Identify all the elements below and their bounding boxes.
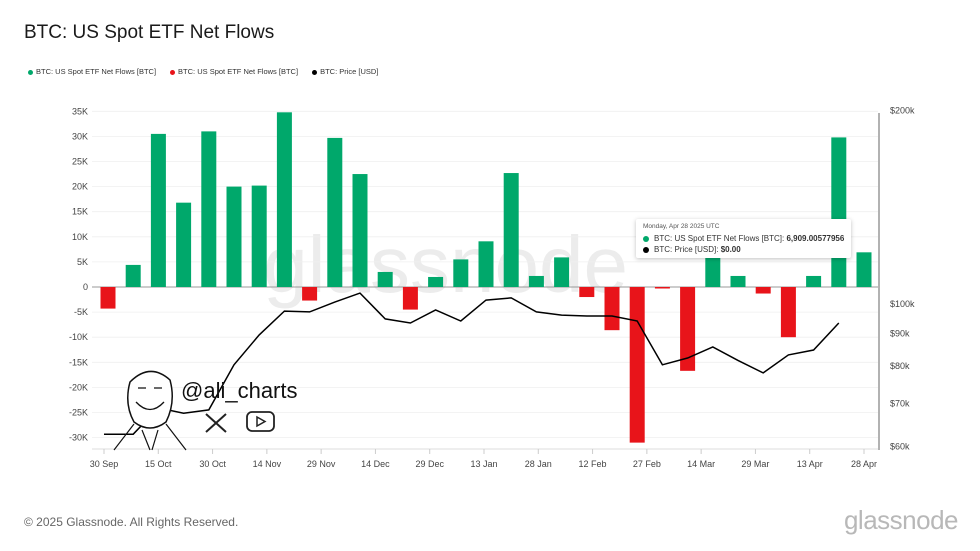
outflow-bar bbox=[302, 287, 318, 301]
legend-item-inflows[interactable]: BTC: US Spot ETF Net Flows [BTC] bbox=[28, 67, 156, 76]
legend-label: BTC: US Spot ETF Net Flows [BTC] bbox=[36, 67, 157, 76]
y-right-tick-label: $90k bbox=[890, 328, 910, 338]
y-right-tick-label: $70k bbox=[890, 398, 910, 408]
y-left-tick-label: 20K bbox=[72, 182, 88, 192]
x-tick-label: 12 Feb bbox=[579, 459, 607, 469]
inflow-bar bbox=[176, 202, 192, 287]
y-left-tick-label: -30K bbox=[69, 433, 88, 443]
x-tick-label: 13 Jan bbox=[470, 459, 497, 469]
inflow-bar bbox=[453, 259, 469, 287]
inflow-bar bbox=[352, 174, 368, 287]
y-right-tick-label: $60k bbox=[890, 441, 910, 451]
x-tick-label: 28 Jan bbox=[525, 459, 552, 469]
y-left-tick-label: -10K bbox=[69, 332, 88, 342]
tooltip: Monday, Apr 28 2025 UTC BTC: US Spot ETF… bbox=[636, 219, 852, 258]
inflow-bar bbox=[705, 256, 721, 287]
black-dot-icon bbox=[312, 69, 318, 75]
black-dot-icon bbox=[643, 246, 649, 253]
tooltip-flows-value: 6,909.00577956 bbox=[786, 234, 845, 243]
x-tick-label: 14 Mar bbox=[687, 459, 715, 469]
outflow-bar bbox=[402, 287, 418, 310]
x-tick-label: 28 Apr bbox=[851, 459, 877, 469]
x-tick-label: 30 Oct bbox=[199, 459, 226, 469]
x-tick-label: 14 Nov bbox=[253, 459, 282, 469]
y-right-tick-label: $200k bbox=[890, 106, 915, 116]
inflow-bar bbox=[327, 137, 343, 287]
tooltip-price-value: $0.00 bbox=[720, 245, 741, 254]
x-tick-label: 29 Dec bbox=[415, 459, 444, 469]
youtube-icon[interactable] bbox=[246, 411, 276, 433]
x-tick-label: 15 Oct bbox=[145, 459, 172, 469]
y-left-tick-label: 35K bbox=[72, 106, 88, 116]
x-tick-label: 14 Dec bbox=[361, 459, 390, 469]
red-dot-icon bbox=[170, 69, 176, 75]
tooltip-flows-row: BTC: US Spot ETF Net Flows [BTC]: 6,909.… bbox=[643, 233, 844, 244]
legend-label: BTC: Price [USD] bbox=[320, 67, 379, 76]
y-left-tick-label: -5K bbox=[74, 307, 88, 317]
inflow-bar bbox=[226, 186, 242, 287]
x-tick-label: 29 Mar bbox=[741, 459, 769, 469]
inflow-bar bbox=[428, 276, 444, 287]
x-icon[interactable] bbox=[204, 412, 228, 434]
inflow-bar bbox=[831, 137, 847, 287]
inflow-bar bbox=[377, 271, 393, 287]
inflow-bar bbox=[503, 173, 519, 287]
inflow-bar bbox=[276, 112, 292, 287]
author-avatar bbox=[113, 370, 187, 451]
inflow-bar bbox=[478, 241, 494, 287]
inflow-bar bbox=[251, 185, 267, 287]
legend-item-price[interactable]: BTC: Price [USD] bbox=[312, 67, 378, 76]
x-tick-label: 30 Sep bbox=[90, 459, 119, 469]
chart-title: BTC: US Spot ETF Net Flows bbox=[24, 22, 275, 43]
legend: BTC: US Spot ETF Net Flows [BTC] BTC: US… bbox=[28, 67, 378, 76]
tooltip-price-label: BTC: Price [USD]: bbox=[654, 245, 719, 254]
outflow-bar bbox=[629, 287, 645, 443]
inflow-bar bbox=[528, 275, 544, 287]
y-left-tick-label: -20K bbox=[69, 382, 88, 392]
outflow-bar bbox=[100, 287, 116, 309]
tooltip-date: Monday, Apr 28 2025 UTC bbox=[643, 223, 720, 230]
y-left-tick-label: 15K bbox=[72, 207, 88, 217]
watermark: glassnode bbox=[263, 220, 628, 309]
tooltip-flows-label: BTC: US Spot ETF Net Flows [BTC]: bbox=[654, 234, 785, 243]
legend-label: BTC: US Spot ETF Net Flows [BTC] bbox=[178, 67, 299, 76]
inflow-bar bbox=[554, 257, 570, 287]
y-right-tick-label: $80k bbox=[890, 361, 910, 371]
legend-item-outflows[interactable]: BTC: US Spot ETF Net Flows [BTC] bbox=[170, 67, 298, 76]
copyright: © 2025 Glassnode. All Rights Reserved. bbox=[24, 515, 239, 529]
x-tick-label: 27 Feb bbox=[633, 459, 661, 469]
green-dot-icon bbox=[643, 235, 649, 242]
outflow-bar bbox=[654, 287, 670, 289]
y-left-tick-label: 5K bbox=[77, 257, 88, 267]
glassnode-logo: glassnode bbox=[843, 505, 959, 535]
outflow-bar bbox=[780, 287, 796, 338]
inflow-bar bbox=[806, 275, 822, 287]
x-tick-label: 13 Apr bbox=[797, 459, 823, 469]
inflow-bar bbox=[856, 252, 872, 287]
author-handle: @ali_charts bbox=[181, 378, 298, 403]
outflow-bar bbox=[579, 287, 595, 298]
y-left-tick-label: 30K bbox=[72, 131, 88, 141]
price-line bbox=[104, 292, 840, 435]
y-left-tick-label: -25K bbox=[69, 408, 88, 418]
inflow-bar bbox=[125, 264, 141, 287]
outflow-bar bbox=[604, 287, 620, 331]
outflow-bar bbox=[680, 287, 696, 371]
x-tick-label: 29 Nov bbox=[307, 459, 336, 469]
y-left-tick-label: 0 bbox=[83, 282, 88, 292]
y-left-tick-label: 10K bbox=[72, 232, 88, 242]
y-left-tick-label: 25K bbox=[72, 157, 88, 167]
green-dot-icon bbox=[28, 69, 33, 75]
outflow-bar bbox=[755, 287, 771, 294]
y-right-tick-label: $100k bbox=[890, 299, 915, 309]
tooltip-price-row: BTC: Price [USD]: $0.00 bbox=[643, 244, 844, 255]
inflow-bar bbox=[150, 133, 166, 287]
y-left-tick-label: -15K bbox=[69, 357, 88, 367]
inflow-bar bbox=[201, 131, 217, 287]
inflow-bar bbox=[730, 275, 746, 287]
